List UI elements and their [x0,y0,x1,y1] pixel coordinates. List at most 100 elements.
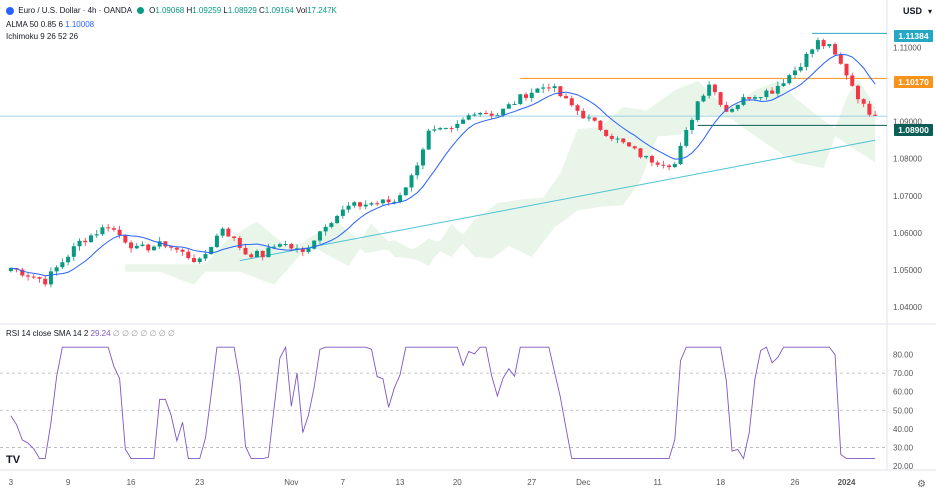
candle-body [735,104,740,110]
candle-body [323,226,328,232]
candle-body [94,234,99,236]
candle-body [8,268,13,272]
candle-body [272,246,277,248]
candle-body [180,249,185,252]
time-tick-label: 26 [791,478,800,487]
chevron-down-icon[interactable]: ▾ [927,7,932,16]
candle-body [300,248,305,252]
candle-body [855,85,860,100]
candle-body [117,229,122,236]
candle-body [598,120,603,130]
candle-body [146,244,151,251]
candle-body [529,92,534,98]
candle-body [627,142,632,147]
alma-value: 1.10008 [65,20,95,29]
time-tick-label: 16 [127,478,136,487]
rsi-tick-label: 40.00 [893,425,914,434]
candle-body [483,112,488,114]
currency-selector[interactable]: USD [902,6,922,16]
gear-icon[interactable]: ⚙ [917,479,926,490]
candle-body [741,97,746,105]
candle-body [701,95,706,102]
candle-body [638,148,643,158]
price-tag-mid: 1.10170 [894,76,933,88]
candle-body [37,277,42,279]
alma-label: ALMA 50 0.85 6 [6,20,63,29]
time-tick-label: 27 [527,478,536,487]
candle-body [546,87,551,89]
candle-body [266,247,271,258]
candle-body [220,228,225,236]
candle-body [489,113,494,116]
candle-body [730,109,735,112]
candle-body [541,87,546,89]
candle-body [564,96,569,99]
rsi-label: RSI 14 close SMA 14 2 [6,329,89,338]
candle-body [363,204,368,207]
tradingview-logo-icon[interactable]: TV [6,454,21,466]
candle-body [243,247,248,255]
candle-body [461,119,466,124]
price-tick-label: 1.04000 [893,303,922,312]
candle-body [649,156,654,163]
candle-body [157,241,162,247]
rsi-tick-label: 70.00 [893,369,914,378]
candle-body [312,240,317,249]
candle-body [586,117,591,119]
candle-body [867,103,872,115]
candle-body [197,258,202,263]
candle-body [277,244,282,247]
candle-body [689,119,694,131]
candle-body [31,276,36,278]
candle-body [226,228,231,237]
candle-body [203,254,208,259]
rsi-legend[interactable]: RSI 14 close SMA 14 2 29.24 ∅ ∅ ∅ ∅ ∅ ∅ … [6,329,175,338]
candle-body [695,101,700,120]
symbol-title[interactable]: Euro / U.S. Dollar · 4h · OANDA [18,6,132,15]
rsi-tick-label: 30.00 [893,443,914,452]
price-tag-high: 1.11384 [894,30,933,42]
candle-body [432,129,437,131]
candle-body [501,108,506,116]
volume-value: 17.247K [307,6,337,15]
open-value: 1.09068 [155,6,185,15]
candle-body [283,244,288,246]
candle-body [575,105,580,111]
candle-body [478,112,483,115]
candle-body [661,164,666,166]
time-tick-label: 7 [341,478,346,487]
candle-body [655,162,660,165]
candle-body [54,267,59,272]
time-tick-label: 20 [453,478,462,487]
candle-body [581,110,586,119]
candle-body [844,63,849,76]
candle-body [209,247,214,255]
candle-body [712,84,717,93]
candle-body [43,278,48,285]
candle-body [438,128,443,130]
volume-label: Vol [295,6,308,15]
candle-body [569,98,574,106]
candle-body [609,135,614,139]
alma-legend[interactable]: ALMA 50 0.85 6 1.10008 [6,20,94,29]
candle-body [707,84,712,96]
candle-body [403,187,408,196]
time-tick-label: 2024 [838,478,856,487]
candle-body [861,99,866,104]
candle-body [455,123,460,129]
ichimoku-legend[interactable]: Ichimoku 9 26 52 26 [6,32,78,41]
time-tick-label: 23 [195,478,204,487]
candle-body [667,165,672,168]
price-tag-low: 1.08900 [894,124,933,136]
candle-body [752,97,757,99]
candle-body [770,90,775,94]
price-tick-label: 1.08000 [893,155,922,164]
candle-body [26,275,31,277]
candle-body [850,75,855,86]
time-tick-label: Dec [576,478,590,487]
time-tick-label: 9 [66,478,71,487]
candle-body [495,115,500,117]
candle-body [793,70,798,76]
symbol-header: Euro / U.S. Dollar · 4h · OANDA O1.09068… [6,6,337,15]
